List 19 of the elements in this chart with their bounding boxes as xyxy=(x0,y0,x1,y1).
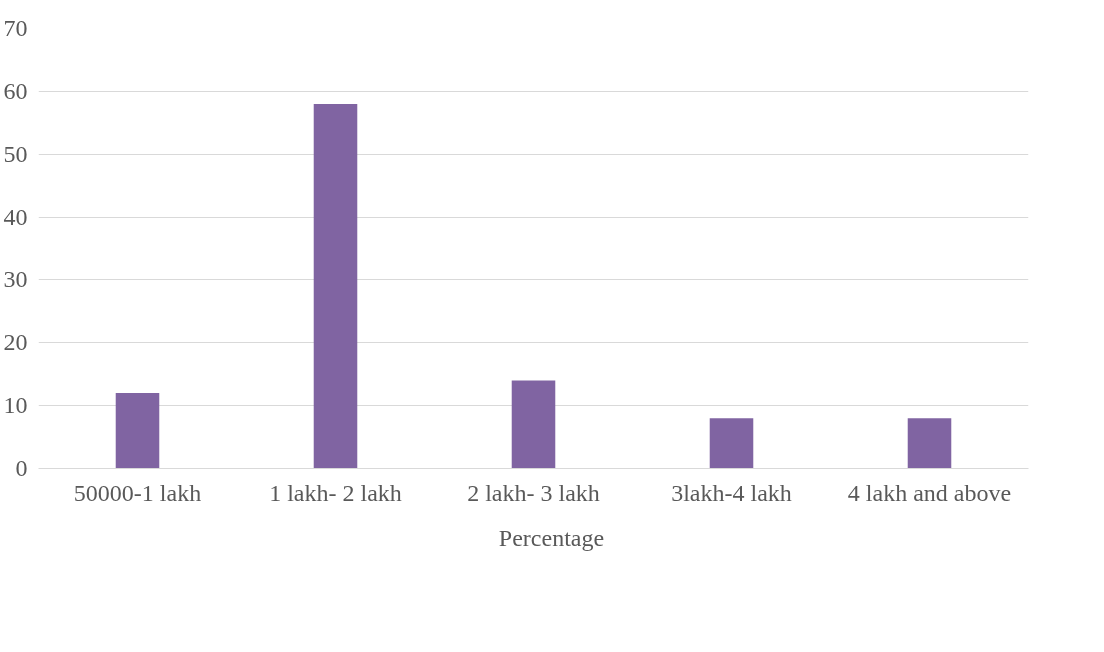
x-tick-label: 50000-1 lakh xyxy=(73,479,202,506)
y-tick-label: 20 xyxy=(3,329,28,356)
y-tick-label: 40 xyxy=(3,203,28,230)
text: Percentage xyxy=(498,524,605,552)
x-tick-label: 2 lakh- 3 lakh xyxy=(467,479,600,506)
bar xyxy=(709,418,754,469)
x-tick-label: 1 lakh- 2 lakh xyxy=(269,479,402,506)
bar xyxy=(907,418,952,469)
bar xyxy=(511,380,556,469)
x-tick-label: 4 lakh and above xyxy=(847,479,1012,506)
x-tick-label: 3lakh-4 lakh xyxy=(671,479,792,506)
bar xyxy=(313,103,358,469)
y-tick-label: 10 xyxy=(3,392,28,419)
y-tick-label: 30 xyxy=(3,266,28,293)
bar xyxy=(115,393,160,469)
y-tick-label: 50 xyxy=(3,140,28,167)
y-tick-label: 0 xyxy=(15,455,28,481)
y-tick-label: 60 xyxy=(3,77,28,104)
y-tick-label: 70 xyxy=(3,15,28,41)
